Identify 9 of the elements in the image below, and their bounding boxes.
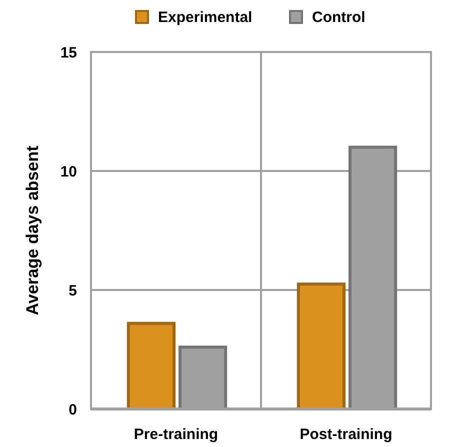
x-tick-label: Pre-training xyxy=(134,426,218,443)
y-tick-label: 0 xyxy=(68,401,77,418)
x-tick-label: Post-training xyxy=(300,426,392,443)
y-axis-title: Average days absent xyxy=(23,145,42,316)
legend-label: Experimental xyxy=(158,9,252,26)
y-tick-label: 15 xyxy=(60,44,77,62)
y-tick-label: 10 xyxy=(60,163,77,180)
legend-label: Control xyxy=(312,9,366,26)
y-tick-label: 5 xyxy=(68,282,77,300)
